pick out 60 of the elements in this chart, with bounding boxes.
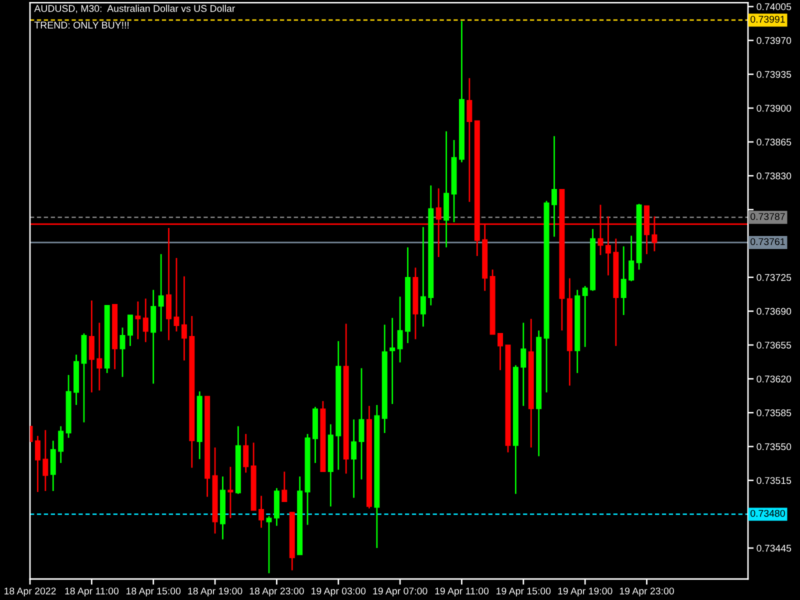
y-tick-label: 0.73830 xyxy=(756,172,792,180)
annotation: TREND: ONLY BUY!!! xyxy=(34,22,129,29)
candlestick xyxy=(96,322,102,392)
y-tick-label: 0.73935 xyxy=(756,70,792,78)
candlestick xyxy=(243,433,249,474)
candlestick xyxy=(358,368,364,480)
candlestick xyxy=(266,515,272,574)
y-tick-label: 0.73515 xyxy=(756,477,792,484)
candlestick xyxy=(282,470,288,502)
x-tick-label: 18 Apr 19:00 xyxy=(188,588,242,596)
candlestick xyxy=(142,298,148,343)
x-tick-label: 19 Apr 19:00 xyxy=(558,588,612,596)
y-tick-label: 0.74005 xyxy=(756,3,792,10)
candlestick xyxy=(582,285,588,348)
ref-line-label: 0.73480 xyxy=(750,510,785,517)
x-tick-label: 18 Apr 23:00 xyxy=(250,588,304,596)
candlestick xyxy=(174,257,180,332)
candlestick xyxy=(120,326,126,378)
candlestick xyxy=(628,235,634,282)
y-tick-label: 0.73655 xyxy=(756,342,792,349)
candlestick xyxy=(127,314,133,347)
candlestick xyxy=(552,135,557,238)
chart-title: AUDUSD, M30: Australian Dollar vs US Dollar xyxy=(34,4,235,14)
candlestick xyxy=(351,418,357,498)
y-tick-label: 0.73620 xyxy=(756,376,792,382)
candlestick xyxy=(498,332,504,371)
x-tick-label: 19 Apr 07:00 xyxy=(373,588,428,596)
candlestick xyxy=(158,253,164,332)
x-tick-label: 19 Apr 11:00 xyxy=(435,588,489,596)
candlestick xyxy=(520,322,526,407)
candlestick xyxy=(420,226,426,328)
candlestick xyxy=(466,77,472,203)
ref-line-label: 0.73991 xyxy=(750,16,785,23)
ref-line-label: 0.73761 xyxy=(750,238,785,246)
candlestick xyxy=(620,246,626,316)
x-tick-label: 19 Apr 03:00 xyxy=(312,588,366,596)
candlestick xyxy=(58,426,64,464)
y-tick-label: 0.73865 xyxy=(756,138,792,146)
candlestick xyxy=(42,429,48,492)
y-tick-label: 0.73970 xyxy=(756,37,792,44)
candlestick xyxy=(390,317,396,405)
x-tick-label: 18 Apr 2022 xyxy=(4,588,56,596)
y-tick-label: 0.73445 xyxy=(756,544,792,552)
candlestick xyxy=(181,276,187,362)
candlestick xyxy=(88,300,94,394)
ref-line-label: 0.73787 xyxy=(750,213,785,220)
candlestick xyxy=(135,300,141,340)
x-tick-label: 18 Apr 11:00 xyxy=(65,588,119,596)
candlestick xyxy=(228,466,234,519)
candlestick xyxy=(258,495,264,528)
y-tick-label: 0.73725 xyxy=(756,274,792,281)
y-tick-label: 0.73585 xyxy=(756,409,792,416)
candlestick xyxy=(34,435,40,493)
y-tick-label: 0.73690 xyxy=(756,308,792,315)
candlestick xyxy=(397,296,403,364)
x-tick-label: 18 Apr 15:00 xyxy=(126,588,181,596)
x-tick-label: 19 Apr 23:00 xyxy=(620,588,674,596)
y-tick-label: 0.73550 xyxy=(756,443,792,450)
x-tick-label: 19 Apr 15:00 xyxy=(496,588,551,596)
y-tick-label: 0.73900 xyxy=(756,104,792,112)
